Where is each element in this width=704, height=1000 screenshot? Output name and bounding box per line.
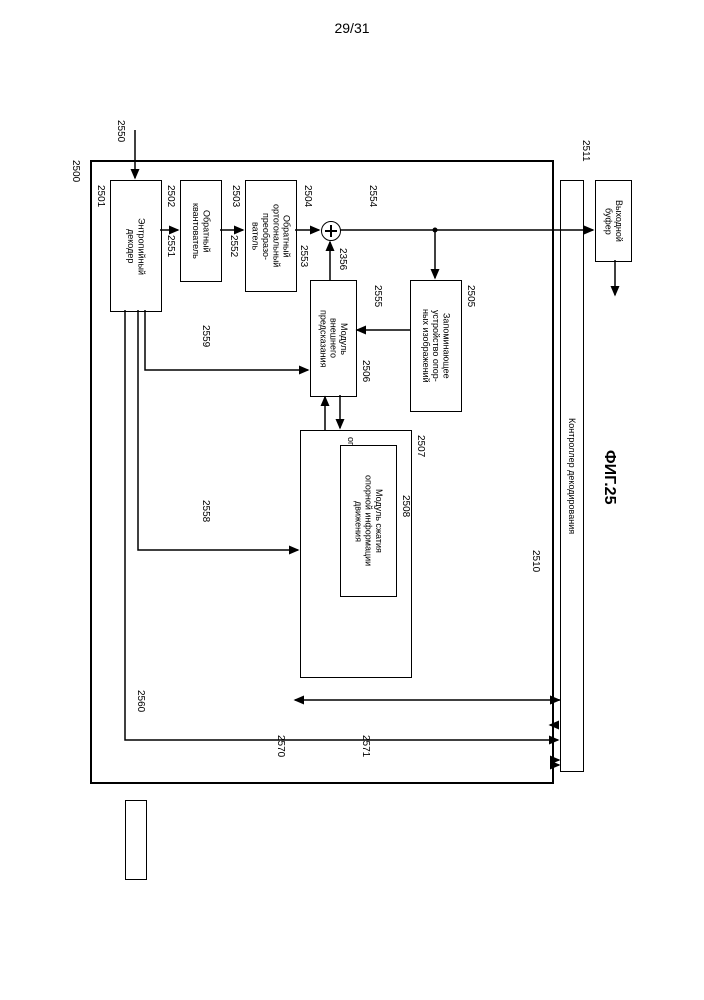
ref-2511: 2511 — [580, 140, 591, 162]
block-2501-label: Энтропийный декодер — [126, 218, 147, 275]
controller-block — [125, 800, 147, 880]
block-2511-label: Выходной буфер — [603, 200, 624, 242]
block-2508: Модуль сжатия опорной информации движени… — [340, 445, 397, 597]
block-2501: Энтропийный декодер — [110, 180, 162, 312]
ref-2501: 2501 — [95, 185, 106, 207]
lbl-2552: 2552 — [228, 235, 239, 257]
lbl-2551: 2551 — [165, 235, 176, 257]
lbl-2554: 2554 — [367, 185, 378, 207]
block-2502: Обратный квантователь — [180, 180, 222, 282]
lbl-2550: 2550 — [115, 120, 126, 142]
lbl-2553: 2553 — [298, 245, 309, 267]
main-ref: 2500 — [70, 160, 81, 182]
block-2505-label: Запоминающее устройство опор- ных изобра… — [420, 309, 451, 383]
controller-block: Контроллер декодирования — [560, 180, 584, 772]
lbl-2570: 2570 — [275, 735, 286, 757]
lbl-2560: 2560 — [135, 690, 146, 712]
ref-2502: 2502 — [165, 185, 176, 207]
page-number: 29/31 — [334, 20, 369, 36]
lbl-2356: 2356 — [337, 248, 348, 270]
block-2503-label: Обратный ортогональный преобразо- ватель — [250, 204, 291, 267]
ref-2503: 2503 — [230, 185, 241, 207]
controller-ref-text: 2510 — [530, 550, 541, 572]
ref-2508: 2508 — [400, 495, 411, 517]
lbl-2559: 2559 — [200, 325, 211, 347]
ref-2507: 2507 — [415, 435, 426, 457]
ref-2504: 2504 — [302, 185, 313, 207]
block-2511: Выходной буфер — [595, 180, 632, 262]
block-diagram: 2500 Контроллер декодирования 2510 Энтро… — [70, 100, 630, 880]
block-2505: Запоминающее устройство опор- ных изобра… — [410, 280, 462, 412]
lbl-2555: 2555 — [372, 285, 383, 307]
block-2502-label: Обратный квантователь — [191, 203, 212, 259]
figure-caption: ФИГ.25 — [600, 450, 618, 504]
adder-2504 — [321, 221, 341, 241]
block-2506: Модуль внешнего предсказания — [310, 280, 357, 397]
block-2503: Обратный ортогональный преобразо- ватель — [245, 180, 297, 292]
lbl-2571: 2571 — [360, 735, 371, 757]
ref-2505: 2505 — [465, 285, 476, 307]
controller-label: Контроллер декодирования — [567, 418, 577, 534]
lbl-2558: 2558 — [200, 500, 211, 522]
block-2508-label: Модуль сжатия опорной информации движени… — [353, 475, 384, 566]
ref-2506: 2506 — [360, 360, 371, 382]
controller-ref: 2510 — [530, 550, 541, 572]
block-2506-label: Модуль внешнего предсказания — [318, 310, 349, 367]
